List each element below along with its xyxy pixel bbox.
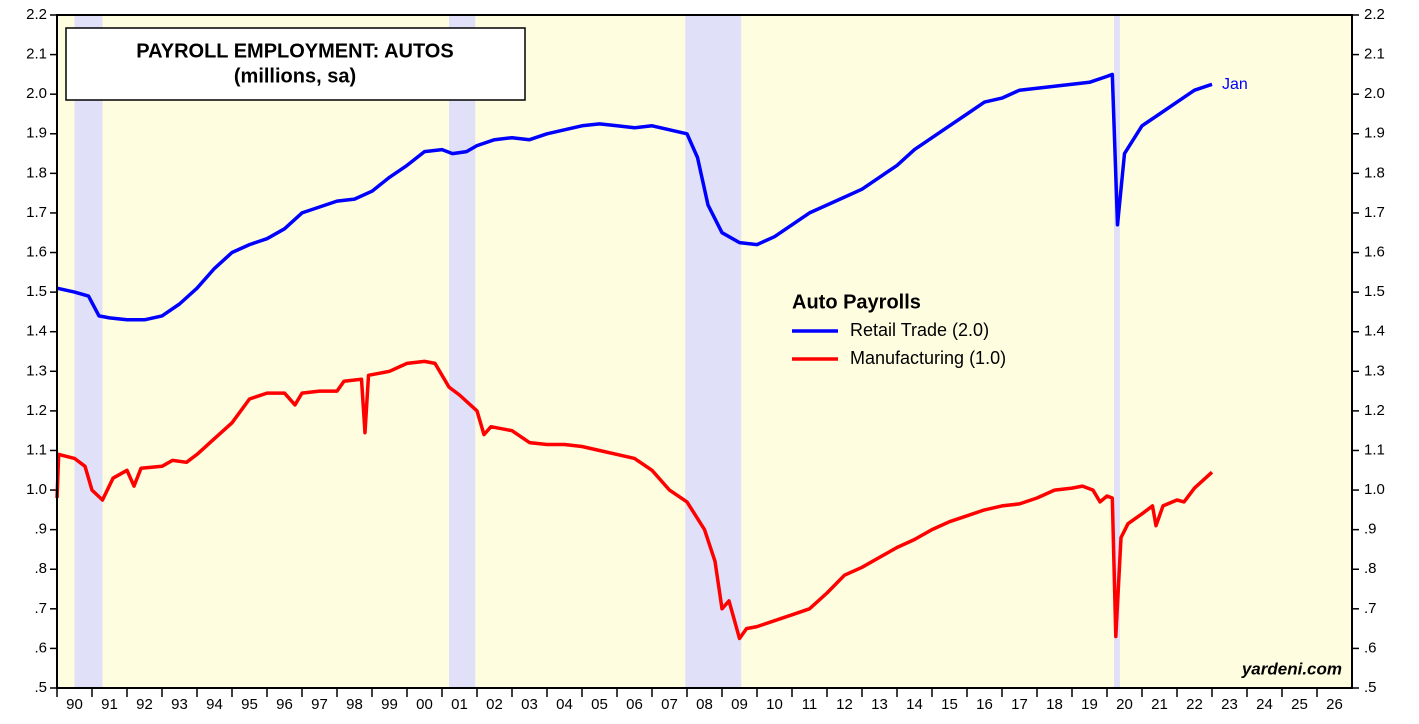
x-tick-label: 13 — [871, 696, 888, 713]
y-tick-label: 1.3 — [26, 362, 47, 379]
x-tick-label: 98 — [346, 696, 363, 713]
recession-band — [449, 15, 476, 688]
y-tick-label: 1.1 — [26, 441, 47, 458]
x-tick-label: 19 — [1081, 696, 1098, 713]
chart-title: PAYROLL EMPLOYMENT: AUTOS — [136, 40, 453, 62]
x-tick-label: 18 — [1046, 696, 1063, 713]
x-tick-label: 97 — [311, 696, 328, 713]
y2-tick-label: .8 — [1364, 560, 1377, 577]
y2-tick-label: 2.1 — [1364, 46, 1385, 63]
y-tick-label: 2.0 — [26, 85, 47, 102]
y2-tick-label: 1.7 — [1364, 204, 1385, 221]
chart-subtitle: (millions, sa) — [234, 65, 356, 87]
x-tick-label: 24 — [1256, 696, 1273, 713]
y2-tick-label: 1.8 — [1364, 164, 1385, 181]
y-tick-label: .7 — [34, 600, 47, 617]
x-tick-label: 25 — [1291, 696, 1308, 713]
recession-band — [74, 15, 103, 688]
x-tick-label: 03 — [521, 696, 538, 713]
y2-tick-label: .9 — [1364, 521, 1377, 538]
x-tick-label: 16 — [976, 696, 993, 713]
x-tick-label: 11 — [802, 696, 818, 713]
x-tick-label: 15 — [941, 696, 958, 713]
y2-tick-label: 2.2 — [1364, 6, 1385, 23]
x-tick-label: 08 — [696, 696, 713, 713]
watermark: yardeni.com — [1241, 659, 1342, 678]
y-tick-label: 1.2 — [26, 402, 47, 419]
y2-tick-label: 1.4 — [1364, 323, 1385, 340]
y-tick-label: 1.5 — [26, 283, 47, 300]
y2-tick-label: 1.6 — [1364, 243, 1385, 260]
x-tick-label: 07 — [661, 696, 678, 713]
x-tick-label: 02 — [486, 696, 503, 713]
x-tick-label: 14 — [906, 696, 923, 713]
x-tick-label: 01 — [451, 696, 468, 713]
x-tick-label: 93 — [171, 696, 188, 713]
x-tick-label: 95 — [241, 696, 258, 713]
y-tick-label: .9 — [34, 521, 47, 538]
x-tick-label: 04 — [556, 696, 573, 713]
series-line — [56, 72, 1213, 322]
y2-tick-label: 1.9 — [1364, 125, 1385, 142]
x-tick-label: 92 — [136, 696, 153, 713]
y-tick-label: 2.1 — [26, 46, 47, 63]
plot-frame — [56, 14, 1353, 689]
series-line — [55, 359, 1214, 641]
y-tick-label: 2.2 — [26, 6, 47, 23]
y2-tick-label: 1.0 — [1364, 481, 1385, 498]
x-tick-label: 17 — [1011, 696, 1028, 713]
y-tick-label: 1.6 — [26, 243, 47, 260]
x-tick-label: 99 — [381, 696, 398, 713]
x-tick-label: 06 — [626, 696, 643, 713]
legend-label: Retail Trade (2.0) — [850, 320, 989, 340]
plot-area: .5 .5 .6 .6 .7 .7 .8 .8 .9 .9 1.0 1.0 1.1 1.1 1.2 1.2 1.… — [26, 6, 1385, 713]
legend-label: Manufacturing (1.0) — [850, 348, 1006, 368]
y-tick-label: 1.9 — [26, 125, 47, 142]
y2-tick-label: 1.5 — [1364, 283, 1385, 300]
annotation: Jan — [1222, 76, 1248, 93]
x-tick-label: 91 — [101, 696, 118, 713]
y2-tick-label: 1.1 — [1364, 441, 1385, 458]
x-tick-label: 21 — [1151, 696, 1168, 713]
y-tick-label: .5 — [34, 679, 47, 696]
recession-band — [685, 15, 742, 688]
y-tick-label: 1.0 — [26, 481, 47, 498]
y-tick-label: 1.7 — [26, 204, 47, 221]
title-box — [65, 27, 526, 101]
y-tick-label: 1.4 — [26, 323, 47, 340]
x-tick-label: 00 — [416, 696, 433, 713]
x-tick-label: 12 — [836, 696, 853, 713]
y-tick-label: 1.8 — [26, 164, 47, 181]
y-tick-label: .8 — [34, 560, 47, 577]
y2-tick-label: .7 — [1364, 600, 1377, 617]
y-tick-label: .6 — [34, 639, 47, 656]
y2-tick-label: .6 — [1364, 639, 1377, 656]
recession-band — [1114, 15, 1120, 688]
x-tick-label: 22 — [1186, 696, 1203, 713]
x-tick-label: 09 — [731, 696, 748, 713]
x-tick-label: 10 — [766, 696, 783, 713]
y2-tick-label: .5 — [1364, 679, 1377, 696]
x-tick-label: 94 — [206, 696, 223, 713]
x-tick-label: 26 — [1326, 696, 1343, 713]
x-tick-label: 23 — [1221, 696, 1238, 713]
x-tick-label: 05 — [591, 696, 608, 713]
x-tick-label: 20 — [1116, 696, 1133, 713]
y2-tick-label: 1.2 — [1364, 402, 1385, 419]
legend-title: Auto Payrolls — [792, 291, 921, 313]
x-tick-label: 90 — [66, 696, 83, 713]
y2-tick-label: 2.0 — [1364, 85, 1385, 102]
y2-tick-label: 1.3 — [1364, 362, 1385, 379]
x-tick-label: 96 — [276, 696, 293, 713]
